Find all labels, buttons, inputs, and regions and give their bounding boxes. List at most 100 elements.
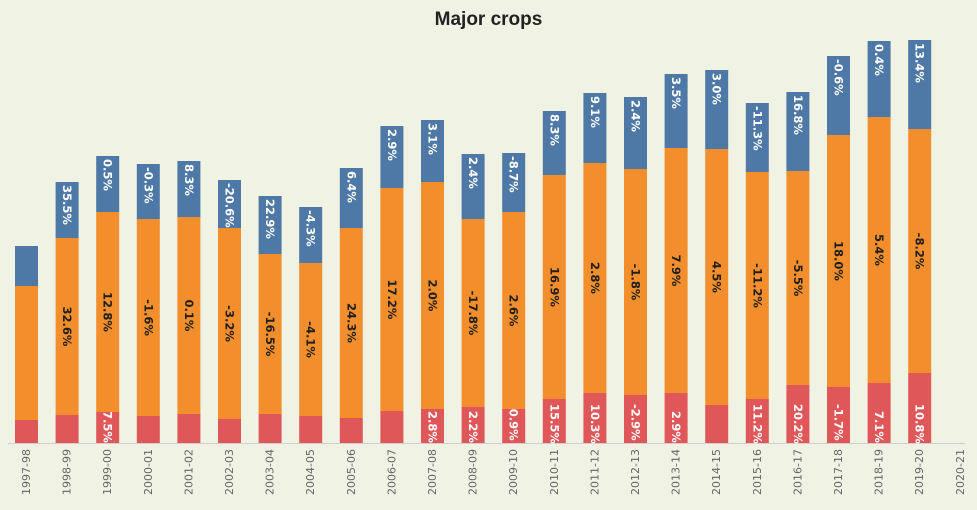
x-tick-label: 2008-09 — [467, 449, 480, 495]
x-tick-label: 2005-06 — [345, 449, 358, 495]
bar-top-2012-13[interactable] — [624, 97, 647, 169]
data-label-bottom: 10.3% — [588, 404, 602, 444]
data-label-bottom: 20.2% — [791, 404, 805, 444]
bar-bottom-2001-02[interactable] — [177, 414, 201, 443]
bar-top-2017-18[interactable] — [827, 56, 850, 135]
bar-middle-2017-18[interactable] — [827, 135, 850, 387]
bar-bottom-1998-99[interactable] — [55, 415, 79, 443]
x-tick-label: 2002-03 — [223, 449, 236, 495]
bar-bottom-2012-13[interactable] — [624, 395, 647, 443]
bar-middle-2015-16[interactable] — [745, 172, 769, 399]
bar-middle-2003-04[interactable] — [258, 254, 282, 414]
bar-top-2007-08[interactable] — [421, 120, 444, 182]
bar-middle-2010-11[interactable] — [542, 175, 566, 399]
bar-top-2015-16[interactable] — [745, 103, 769, 172]
bar-middle-2007-08[interactable] — [421, 182, 444, 409]
bar-top-2013-14[interactable] — [664, 74, 688, 148]
bar-top-1997-98[interactable] — [15, 246, 38, 286]
bar-top-2000-01[interactable] — [136, 164, 160, 219]
data-label-middle: -5.5% — [791, 260, 805, 297]
bar-bottom-2013-14[interactable] — [664, 393, 688, 443]
data-label-middle: 2.0% — [426, 280, 440, 312]
bar-middle-2016-17[interactable] — [786, 171, 810, 385]
bar-top-2002-03[interactable] — [218, 180, 241, 228]
bar-top-2009-10[interactable] — [502, 153, 526, 212]
x-tick-label: 2019-20 — [913, 449, 926, 495]
data-label-middle: -1.6% — [141, 299, 155, 336]
data-label-bottom: 2.2% — [466, 411, 480, 443]
bar-top-2019-20[interactable] — [908, 40, 932, 129]
bar-bottom-2005-06[interactable] — [339, 418, 363, 443]
bar-bottom-2017-18[interactable] — [827, 387, 850, 443]
bar-bottom-2016-17[interactable] — [786, 385, 810, 443]
bar-top-2006-07[interactable] — [380, 126, 404, 188]
bar-bottom-2007-08[interactable] — [421, 409, 444, 443]
data-label-top: 35.5% — [60, 185, 74, 225]
bar-middle-2013-14[interactable] — [664, 148, 688, 393]
bar-top-2004-05[interactable] — [299, 207, 323, 263]
data-label-bottom: -2.9% — [629, 404, 643, 441]
bar-middle-2002-03[interactable] — [218, 228, 241, 419]
bar-bottom-2003-04[interactable] — [258, 414, 282, 443]
x-tick-label: 2016-17 — [791, 449, 804, 495]
data-label-top: 0.4% — [872, 44, 886, 76]
bar-bottom-2000-01[interactable] — [136, 416, 160, 443]
bar-bottom-2009-10[interactable] — [502, 409, 526, 443]
bar-middle-2018-19[interactable] — [867, 117, 891, 383]
data-label-top: 0.5% — [101, 159, 115, 191]
bar-bottom-1999-00[interactable] — [96, 412, 120, 443]
data-label-top: -8.7% — [507, 156, 521, 193]
bar-top-2016-17[interactable] — [786, 92, 810, 171]
data-label-bottom: 15.5% — [547, 404, 561, 444]
bar-top-1999-00[interactable] — [96, 156, 120, 212]
bar-bottom-2004-05[interactable] — [299, 416, 323, 443]
bar-middle-2019-20[interactable] — [908, 129, 932, 373]
data-label-top: 2.9% — [385, 129, 399, 161]
bar-top-2011-12[interactable] — [583, 93, 607, 163]
bar-bottom-2010-11[interactable] — [542, 399, 566, 443]
x-tick-label: 2017-18 — [832, 449, 845, 495]
data-label-top: 3.1% — [426, 123, 440, 155]
bar-middle-1998-99[interactable] — [55, 238, 79, 415]
x-tick-label: 2003-04 — [264, 449, 277, 495]
bar-middle-2004-05[interactable] — [299, 263, 323, 416]
bar-top-1998-99[interactable] — [55, 182, 79, 238]
bar-middle-2000-01[interactable] — [136, 219, 160, 416]
bar-bottom-2011-12[interactable] — [583, 393, 607, 443]
bar-bottom-2008-09[interactable] — [461, 407, 485, 443]
bar-bottom-2015-16[interactable] — [745, 399, 769, 443]
bar-top-2014-15[interactable] — [705, 70, 729, 149]
data-label-bottom: -0.9% — [507, 404, 521, 441]
bar-top-2003-04[interactable] — [258, 196, 282, 254]
bar-middle-1999-00[interactable] — [96, 212, 120, 412]
bar-middle-2012-13[interactable] — [624, 169, 647, 395]
bar-top-2018-19[interactable] — [867, 41, 891, 117]
data-label-middle: -4.1% — [304, 321, 318, 358]
bar-middle-2005-06[interactable] — [339, 228, 363, 418]
bar-bottom-2018-19[interactable] — [867, 383, 891, 443]
data-label-top: -20.6% — [223, 183, 237, 228]
bar-bottom-2002-03[interactable] — [218, 419, 241, 443]
bar-middle-2006-07[interactable] — [380, 188, 404, 411]
bar-bottom-2019-20[interactable] — [908, 373, 932, 443]
bar-middle-2009-10[interactable] — [502, 212, 526, 409]
data-label-bottom: 7.1% — [872, 411, 886, 443]
bar-middle-2008-09[interactable] — [461, 219, 485, 407]
bar-middle-2014-15[interactable] — [705, 149, 729, 405]
bar-bottom-2006-07[interactable] — [380, 411, 404, 443]
bar-middle-1997-98[interactable] — [15, 286, 38, 420]
data-label-middle: -16.5% — [263, 312, 277, 357]
bar-bottom-2014-15[interactable] — [705, 405, 729, 443]
data-label-top: 2.4% — [629, 100, 643, 132]
bar-top-2008-09[interactable] — [461, 154, 485, 219]
bar-top-2005-06[interactable] — [339, 168, 363, 228]
data-label-middle: 12.8% — [101, 292, 115, 332]
data-label-middle: -3.2% — [223, 305, 237, 342]
bar-bottom-1997-98[interactable] — [15, 420, 38, 443]
bar-middle-2001-02[interactable] — [177, 217, 201, 414]
bar-top-2001-02[interactable] — [177, 161, 201, 217]
x-tick-label: 2001-02 — [182, 449, 195, 495]
bar-top-2010-11[interactable] — [542, 111, 566, 175]
x-tick-label: 2000-01 — [142, 449, 155, 495]
bar-middle-2011-12[interactable] — [583, 163, 607, 393]
